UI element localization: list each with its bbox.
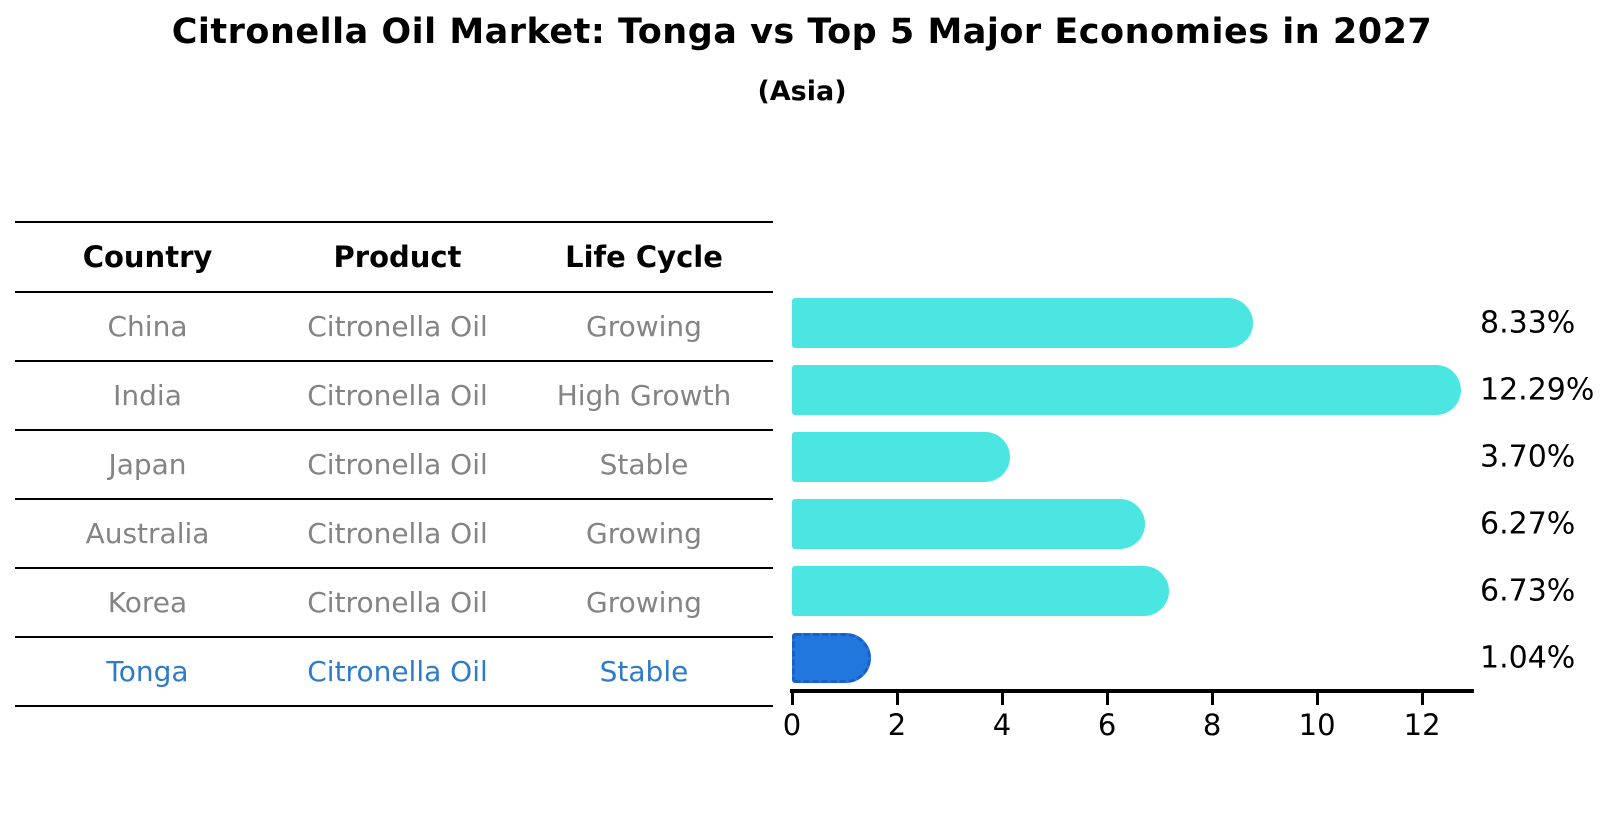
x-tick-label: 12 [1403, 708, 1441, 742]
product-cell: Citronella Oil [307, 517, 488, 550]
x-tick-mark [1420, 693, 1424, 705]
table-header-row: Country Product Life Cycle [15, 221, 773, 291]
country-cell: Japan [108, 448, 187, 481]
column-header-country: Country [82, 240, 213, 274]
bar-track [792, 356, 1472, 423]
bar-row-korea: 6.73% [792, 557, 1604, 624]
table-row-australia: Australia Citronella Oil Growing [15, 498, 773, 567]
bar-track [792, 423, 1472, 490]
table-row-korea: Korea Citronella Oil Growing [15, 567, 773, 636]
bar-row-australia: 6.27% [792, 490, 1604, 557]
bar-row-japan: 3.70% [792, 423, 1604, 490]
bar-korea [792, 565, 1170, 616]
x-tick-label: 2 [887, 708, 907, 742]
bar-india [792, 364, 1462, 415]
table-row-china: China Citronella Oil Growing [15, 291, 773, 360]
bar-value-label: 6.27% [1480, 506, 1576, 541]
x-tick-label: 6 [1097, 708, 1117, 742]
bar-japan [792, 431, 1011, 482]
x-tick-label: 8 [1202, 708, 1222, 742]
table-row-india: India Citronella Oil High Growth [15, 360, 773, 429]
x-tick-mark [895, 693, 899, 705]
lifecycle-cell: Growing [586, 586, 702, 619]
product-cell: Citronella Oil [307, 448, 488, 481]
bar-tonga [792, 632, 871, 683]
bar-value-label: 8.33% [1480, 305, 1576, 340]
x-tick-mark [1210, 693, 1214, 705]
product-cell: Citronella Oil [307, 379, 488, 412]
bar-china [792, 297, 1254, 348]
product-cell: Citronella Oil [307, 586, 488, 619]
country-cell: Tonga [106, 655, 189, 688]
bar-value-label: 6.73% [1480, 573, 1576, 608]
lifecycle-cell: Growing [586, 310, 702, 343]
product-cell: Citronella Oil [307, 310, 488, 343]
bar-row-india: 12.29% [792, 356, 1604, 423]
bar-track [792, 557, 1472, 624]
x-axis-line [790, 689, 1474, 693]
bar-value-label: 3.70% [1480, 439, 1576, 474]
country-cell: Korea [107, 586, 188, 619]
bar-australia [792, 498, 1146, 549]
x-tick-mark [1105, 693, 1109, 705]
bar-row-tonga: 1.04% [792, 624, 1604, 691]
lifecycle-cell: Growing [586, 517, 702, 550]
product-cell: Citronella Oil [307, 655, 488, 688]
chart-title: Citronella Oil Market: Tonga vs Top 5 Ma… [171, 12, 1433, 52]
lifecycle-cell: Stable [599, 655, 689, 688]
country-cell: China [107, 310, 188, 343]
x-tick-mark [790, 693, 794, 705]
table-row-japan: Japan Citronella Oil Stable [15, 429, 773, 498]
bar-row-china: 8.33% [792, 289, 1604, 356]
x-tick-label: 4 [992, 708, 1012, 742]
bar-chart-area: 8.33% 12.29% 3.70% 6.27% 6.73% [792, 289, 1604, 691]
table-row-tonga: Tonga Citronella Oil Stable [15, 636, 773, 705]
bar-value-label: 12.29% [1480, 372, 1595, 407]
bar-track [792, 289, 1472, 356]
x-axis: 0 2 4 6 8 10 12 [783, 689, 1474, 744]
country-cell: India [113, 379, 182, 412]
bar-track [792, 490, 1472, 557]
x-tick-mark [1000, 693, 1004, 705]
column-header-product: Product [333, 240, 462, 274]
chart-subtitle: (Asia) [757, 76, 847, 107]
country-cell: Australia [85, 517, 210, 550]
lifecycle-cell: High Growth [556, 379, 732, 412]
x-tick-mark [1315, 693, 1319, 705]
x-tick-label: 10 [1298, 708, 1336, 742]
bar-value-label: 1.04% [1480, 640, 1576, 675]
x-tick-label: 0 [782, 708, 802, 742]
country-table: Country Product Life Cycle China Citrone… [15, 221, 773, 707]
column-header-lifecycle: Life Cycle [565, 240, 723, 274]
bar-track [792, 624, 1472, 691]
lifecycle-cell: Stable [599, 448, 689, 481]
x-axis-ticks: 0 2 4 6 8 10 12 [783, 689, 1472, 744]
